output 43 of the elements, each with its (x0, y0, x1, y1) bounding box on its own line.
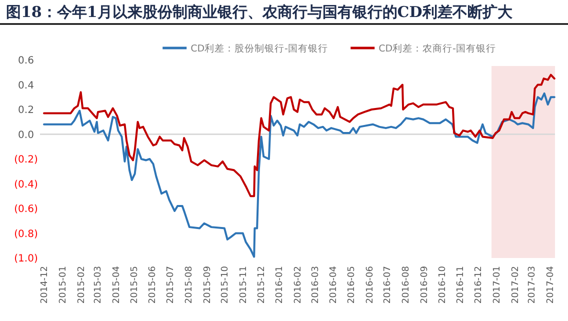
x-tick-label: 2015-09 (202, 266, 213, 304)
x-tick-label: 2017-04 (546, 266, 556, 304)
line-series (43, 92, 556, 258)
x-tick-label: 2016-11 (456, 266, 466, 304)
x-tick-label: 2015-02 (76, 266, 87, 304)
y-tick-label: 0.0 (18, 130, 34, 141)
x-tick-label: 2015-08 (184, 266, 194, 304)
x-tick-label: 2014-12 (40, 266, 50, 304)
x-tick-label: 2015-11 (238, 266, 249, 304)
x-tick-label: 2015-05 (130, 266, 140, 304)
y-tick-label: (0.6) (14, 204, 38, 215)
x-tick-label: 2016-07 (383, 266, 394, 304)
x-tick-label: 2017-01 (492, 266, 502, 304)
y-tick-label: 0.6 (18, 56, 34, 66)
x-tick-label: 2015-10 (220, 266, 231, 304)
x-tick-label: 2015-03 (94, 266, 104, 304)
x-tick-label: 2016-06 (365, 266, 376, 304)
x-tick-label: 2016-12 (474, 266, 484, 304)
x-tick-label: 2016-05 (346, 266, 357, 304)
line-series (43, 74, 556, 198)
x-tick-label: 2016-10 (438, 266, 448, 304)
x-tick-label: 2016-09 (420, 266, 430, 304)
x-tick-label: 2015-04 (112, 266, 122, 304)
y-tick-label: 0.2 (18, 105, 34, 116)
x-tick-label: 2015-07 (166, 266, 176, 304)
x-tick-label: 2017-02 (510, 266, 521, 304)
x-tick-label: 2015-12 (256, 266, 267, 304)
x-tick-label: 2016-04 (329, 266, 340, 304)
y-tick-label: (0.8) (14, 228, 38, 240)
legend-label: CD利差：农商行-国有银行 (378, 42, 496, 54)
x-tick-label: 2016-01 (275, 266, 286, 304)
x-tick-label: 2016-08 (402, 266, 412, 304)
x-tick-label: 2015-06 (148, 266, 158, 304)
y-tick-label: 0.4 (18, 80, 34, 92)
y-tick-label: (0.4) (14, 179, 38, 190)
chart-title: 图18：今年1月以来股份制商业银行、农商行与国有银行的CD利差不断扩大 (6, 3, 514, 21)
y-tick-label: (0.2) (14, 154, 38, 166)
x-tick-label: 2015-01 (58, 266, 69, 304)
x-tick-label: 2016-02 (294, 266, 304, 304)
x-tick-label: 2017-03 (527, 266, 538, 304)
x-tick-label: 2016-03 (310, 266, 321, 304)
legend-label: CD利差：股份制银行-国有银行 (190, 42, 328, 54)
y-tick-label: (1.0) (14, 254, 38, 264)
